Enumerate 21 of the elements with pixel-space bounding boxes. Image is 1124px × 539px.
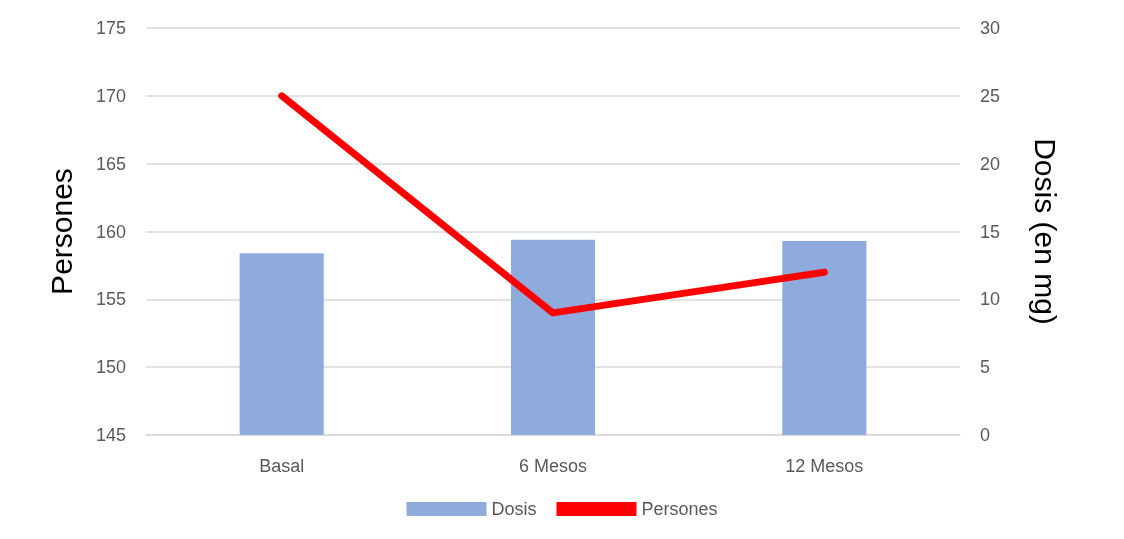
x-tick-label: 12 Mesos xyxy=(785,456,864,476)
y2-tick-label: 20 xyxy=(980,153,1001,174)
y-tick-label: 165 xyxy=(95,153,126,174)
y2-axis-title: Dosis (en mg) xyxy=(1028,138,1062,325)
y2-tick-label: 10 xyxy=(980,289,1001,310)
y-tick-label: 150 xyxy=(95,357,126,378)
y2-tick-label: 5 xyxy=(980,357,991,378)
y-tick-label: 155 xyxy=(95,289,126,310)
x-tick-label: Basal xyxy=(259,456,305,476)
legend-label: Dosis xyxy=(491,499,537,519)
y2-tick-label: 30 xyxy=(980,18,1001,38)
y2-tick-label: 25 xyxy=(980,85,1001,106)
y-axis-title: Persones xyxy=(44,168,78,295)
y-tick-label: 175 xyxy=(95,18,126,38)
y2-tick-label: 0 xyxy=(980,425,991,445)
legend-label: Persones xyxy=(641,499,718,519)
y-tick-label: 160 xyxy=(95,221,126,242)
y2-tick-label: 15 xyxy=(980,221,1001,242)
y-tick-label: 145 xyxy=(95,425,126,445)
y-tick-label: 170 xyxy=(95,85,126,106)
x-tick-label: 6 Mesos xyxy=(518,456,588,476)
